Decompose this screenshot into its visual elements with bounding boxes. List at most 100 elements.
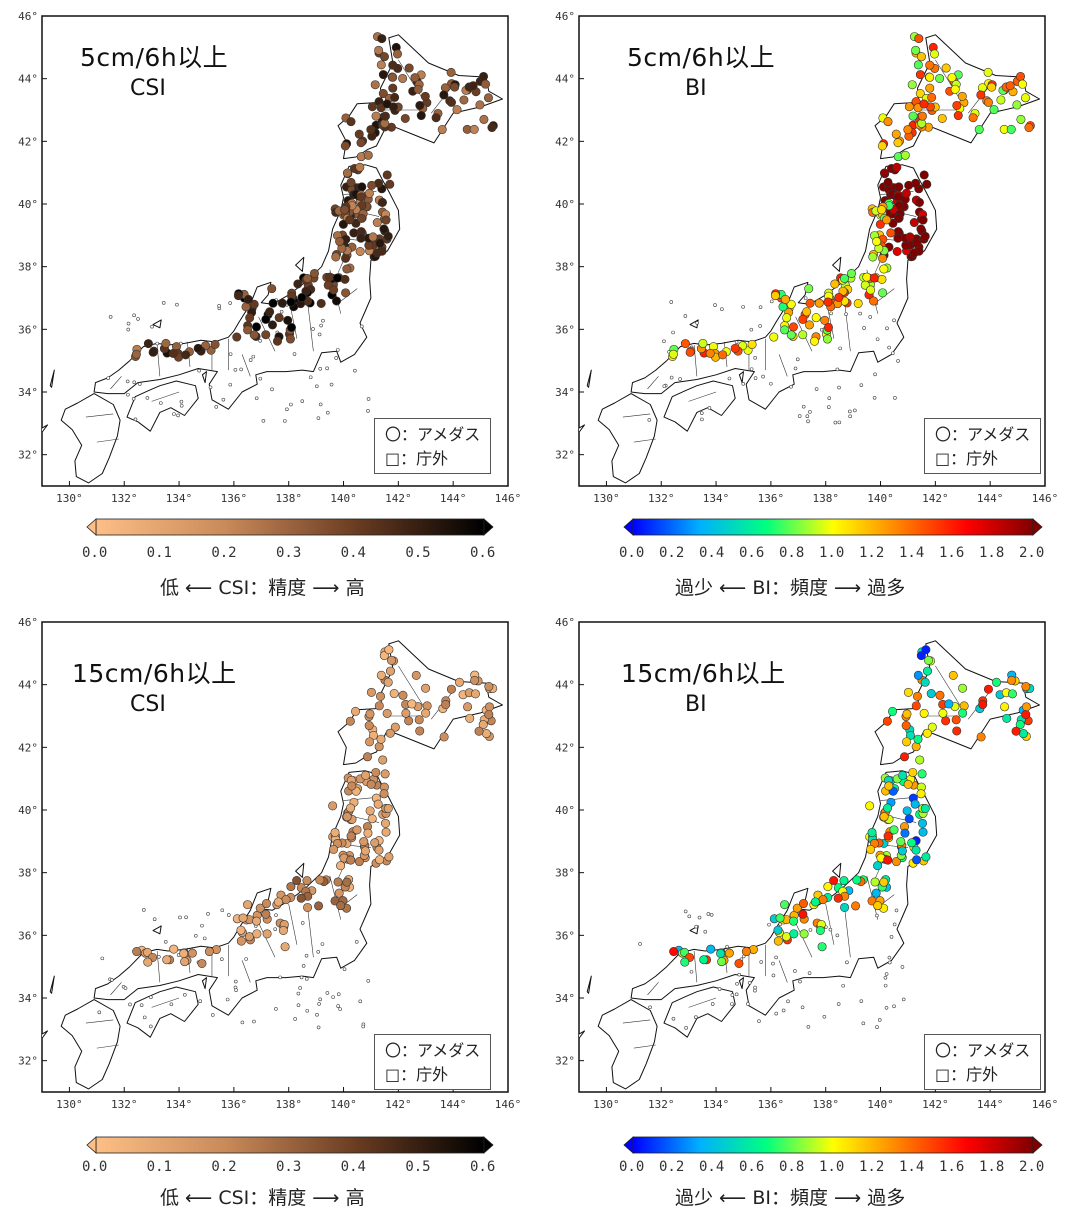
station-marker — [717, 957, 727, 967]
station-type-legend: 〇：アメダス □：庁外 — [374, 418, 492, 474]
station-marker-small — [806, 419, 810, 424]
lon-tick-label: 146° — [495, 492, 522, 505]
colorbar-tick-label: 0.8 — [779, 1159, 805, 1175]
station-marker — [680, 957, 690, 967]
station-marker — [346, 803, 356, 813]
station-marker — [910, 799, 920, 809]
station-marker-small — [142, 1015, 147, 1020]
station-marker — [839, 876, 849, 886]
station-marker — [415, 726, 425, 736]
station-marker — [914, 34, 924, 44]
station-marker-small — [169, 1002, 174, 1007]
station-marker — [328, 801, 338, 811]
station-marker-small — [837, 385, 841, 390]
station-marker-small — [248, 358, 253, 362]
station-marker — [376, 60, 386, 70]
station-marker-small — [319, 323, 323, 328]
station-marker-small — [100, 956, 105, 961]
station-marker-small — [844, 312, 848, 316]
station-marker — [730, 343, 740, 353]
station-marker-small — [725, 944, 729, 949]
station-marker — [902, 737, 912, 747]
coastline-shikoku — [663, 380, 736, 432]
lat-tick-label: 38° — [555, 261, 575, 274]
colorbar-extend-high — [1032, 518, 1043, 536]
prefecture-border — [85, 413, 114, 418]
colorbar-tick-label: 1.2 — [859, 1159, 885, 1175]
station-marker — [374, 845, 384, 855]
lat-tick-label: 34° — [18, 992, 38, 1005]
prefecture-border — [622, 413, 651, 418]
station-marker — [882, 716, 892, 726]
station-marker — [987, 82, 997, 92]
station-marker-small — [354, 940, 359, 944]
station-marker — [371, 111, 381, 121]
station-marker — [249, 299, 259, 309]
colorbar-csi-top: 0.0 0.1 0.2 0.3 0.4 0.5 0.6 低 ⟵ CSI：精度 ⟶ 高 — [0, 515, 538, 605]
station-marker — [373, 799, 383, 809]
station-marker-small — [848, 409, 852, 414]
coastline-kyushu — [60, 999, 121, 1090]
station-marker-small — [683, 909, 688, 914]
station-marker — [283, 315, 293, 325]
colorbar-caption: 低 ⟵ CSI：精度 ⟶ 高 — [160, 1187, 365, 1209]
station-marker — [301, 286, 311, 296]
panel-15cm-bi: 130° 132° 134° 136° 138° 140° 142° 144° 146° 46° 4… — [537, 606, 1075, 1212]
station-marker — [788, 322, 798, 332]
station-marker — [372, 248, 382, 258]
station-marker-small — [872, 396, 877, 400]
station-marker — [935, 73, 945, 83]
station-marker — [261, 899, 271, 909]
station-marker — [770, 291, 780, 301]
station-marker — [297, 292, 307, 302]
station-marker — [487, 123, 497, 133]
station-marker-small — [873, 372, 877, 377]
station-marker-small — [194, 933, 198, 938]
lon-tick-label: 134° — [703, 1098, 730, 1111]
station-marker — [789, 916, 799, 926]
prefecture-border — [778, 354, 788, 377]
colorbar-caption: 過少 ⟵ BI：頻度 ⟶ 過多 — [675, 577, 906, 599]
station-marker-small — [132, 380, 137, 385]
station-marker — [830, 279, 840, 289]
lon-tick-label: 144° — [440, 1098, 467, 1111]
panel-5cm-csi: 130° 132° 134° 136° 138° 140° 142° 144° 146° 46° 4… — [0, 0, 538, 606]
station-marker — [916, 224, 926, 234]
station-marker-small — [217, 304, 221, 308]
station-marker-small — [325, 410, 330, 415]
station-marker — [303, 902, 313, 912]
station-marker — [374, 45, 384, 55]
colorbar-tick-label: 0.2 — [659, 1159, 685, 1175]
station-marker — [918, 827, 928, 837]
station-marker-small — [283, 419, 287, 423]
station-marker-small — [749, 327, 754, 332]
station-marker — [925, 83, 935, 93]
station-marker — [431, 113, 441, 123]
lon-tick-label: 142° — [922, 1098, 949, 1111]
colorbar-caption: 過少 ⟵ BI：頻度 ⟶ 過多 — [675, 1187, 906, 1209]
station-marker-small — [228, 352, 233, 356]
station-marker-small — [781, 1008, 786, 1013]
station-marker — [1005, 81, 1015, 91]
station-marker-small — [753, 985, 757, 990]
station-marker-small — [338, 1007, 342, 1011]
station-marker — [891, 857, 901, 867]
station-marker — [364, 188, 374, 198]
station-marker — [915, 755, 925, 765]
station-marker-small — [360, 324, 364, 329]
station-marker — [879, 877, 889, 887]
station-marker-small — [279, 309, 284, 314]
station-marker-small — [150, 324, 154, 329]
station-marker-small — [662, 384, 667, 388]
legend-amedas: 〇：アメダス — [385, 1041, 481, 1060]
map-plot: 130° 132° 134° 136° 138° 140° 142° 144° 146° 46° 4… — [555, 10, 1058, 505]
station-marker-small — [709, 913, 714, 917]
prefecture-border — [825, 903, 835, 945]
prefecture-border — [343, 797, 377, 801]
station-marker-small — [278, 975, 282, 980]
station-marker-small — [200, 923, 204, 928]
station-marker — [867, 827, 877, 837]
station-marker-small — [366, 409, 370, 413]
station-marker-small — [786, 999, 790, 1004]
station-marker — [902, 709, 912, 719]
